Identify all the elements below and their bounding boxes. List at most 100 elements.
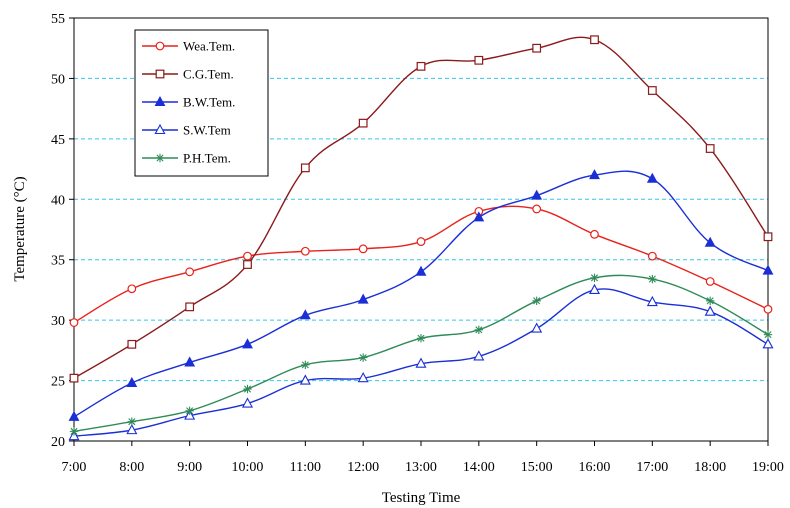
data-point (532, 296, 541, 306)
data-point (647, 251, 657, 261)
legend-marker (154, 123, 166, 135)
legend-marker (155, 69, 165, 79)
data-point (243, 384, 252, 394)
legend: Wea.Tem. C.G.Tem. B.W.Tem. S.W.Tem P.H.Tem. (134, 29, 269, 177)
x-tick-label: 10:00 (232, 460, 264, 475)
y-axis-title: Temperature (°C) (12, 176, 28, 281)
data-point (242, 338, 253, 349)
data-point (358, 244, 368, 254)
data-point (763, 232, 773, 242)
data-point (415, 265, 427, 276)
data-point (473, 350, 485, 361)
series-line (73, 170, 769, 418)
data-point (185, 267, 195, 277)
data-point (301, 360, 310, 370)
y-tick-label: 30 (51, 314, 65, 329)
legend-item: B.W.Tem. (142, 95, 235, 110)
data-point (416, 334, 426, 343)
data-point (590, 35, 599, 45)
data-point (532, 43, 542, 53)
x-tick-label: 17:00 (636, 460, 668, 475)
y-tick-label: 50 (51, 72, 65, 87)
data-point (184, 356, 196, 367)
data-point (126, 423, 138, 435)
legend-marker (155, 41, 165, 51)
legend-label: P.H.Tem. (183, 151, 231, 166)
x-axis-title: Testing Time (382, 490, 461, 506)
x-tick-label: 12:00 (347, 460, 379, 475)
data-point (127, 284, 137, 294)
data-point (705, 144, 715, 153)
x-tick-label: 11:00 (290, 460, 321, 475)
axes (69, 17, 769, 446)
data-point (299, 374, 311, 385)
legend-label: S.W.Tem (183, 123, 231, 138)
data-point (705, 277, 715, 286)
legend-item: Wea.Tem. (142, 39, 235, 54)
data-point (589, 169, 600, 180)
data-point (646, 172, 658, 183)
data-point (705, 296, 715, 306)
data-point (243, 260, 252, 269)
data-point (704, 305, 716, 316)
y-tick-label: 35 (51, 254, 65, 269)
data-point (69, 427, 79, 436)
data-point (532, 204, 542, 214)
series-2 (69, 35, 773, 383)
data-point (358, 118, 368, 128)
data-point (69, 318, 79, 327)
x-tick-label: 14:00 (463, 460, 495, 475)
series-line (73, 205, 769, 324)
data-point (415, 357, 427, 368)
legend-marker (155, 153, 165, 163)
x-tick-label: 8:00 (119, 460, 144, 475)
legend-label: B.W.Tem. (183, 95, 235, 110)
data-point (473, 211, 485, 222)
data-point (588, 283, 601, 294)
x-tick-label: 18:00 (694, 460, 726, 475)
legend-label: Wea.Tem. (183, 39, 235, 54)
data-point (127, 417, 137, 426)
y-tick-label: 45 (51, 133, 65, 148)
data-point (185, 302, 195, 312)
data-point (474, 55, 484, 65)
data-point (185, 406, 194, 415)
series-line (73, 274, 769, 433)
data-point (358, 353, 368, 362)
series-4 (68, 283, 774, 441)
y-tick-label: 20 (51, 435, 65, 450)
data-point (243, 251, 252, 261)
data-point (763, 330, 773, 339)
x-tick-label: 19:00 (752, 460, 784, 475)
data-point (531, 189, 543, 200)
x-tick-label: 16:00 (579, 460, 611, 475)
x-tick-label: 13:00 (405, 460, 437, 475)
data-point (357, 371, 369, 383)
data-point (416, 61, 426, 71)
x-tick-label: 7:00 (62, 460, 87, 475)
series-1 (69, 204, 773, 327)
data-point (416, 237, 426, 246)
data-point (590, 273, 599, 283)
data-point (763, 304, 773, 314)
data-point (127, 339, 137, 349)
data-point (299, 309, 311, 320)
data-point (646, 295, 658, 307)
data-point (762, 264, 774, 275)
series-3 (68, 169, 774, 421)
legend-label: C.G.Tem. (183, 67, 234, 82)
data-point (590, 229, 599, 239)
data-point (357, 293, 369, 304)
legend-marker (154, 95, 166, 106)
data-point (126, 376, 138, 387)
data-point (531, 322, 543, 333)
data-point (704, 236, 716, 247)
tick-labels: 20 25 30 35 40 45 50 55 7:00 8:00 9:00 10:00 11:00 12… (51, 12, 784, 475)
x-tick-label: 9:00 (177, 460, 202, 475)
legend-item: P.H.Tem. (142, 151, 231, 166)
y-tick-label: 40 (51, 193, 65, 208)
y-tick-label: 25 (51, 375, 65, 390)
series-5 (69, 273, 773, 436)
data-point (647, 86, 657, 95)
